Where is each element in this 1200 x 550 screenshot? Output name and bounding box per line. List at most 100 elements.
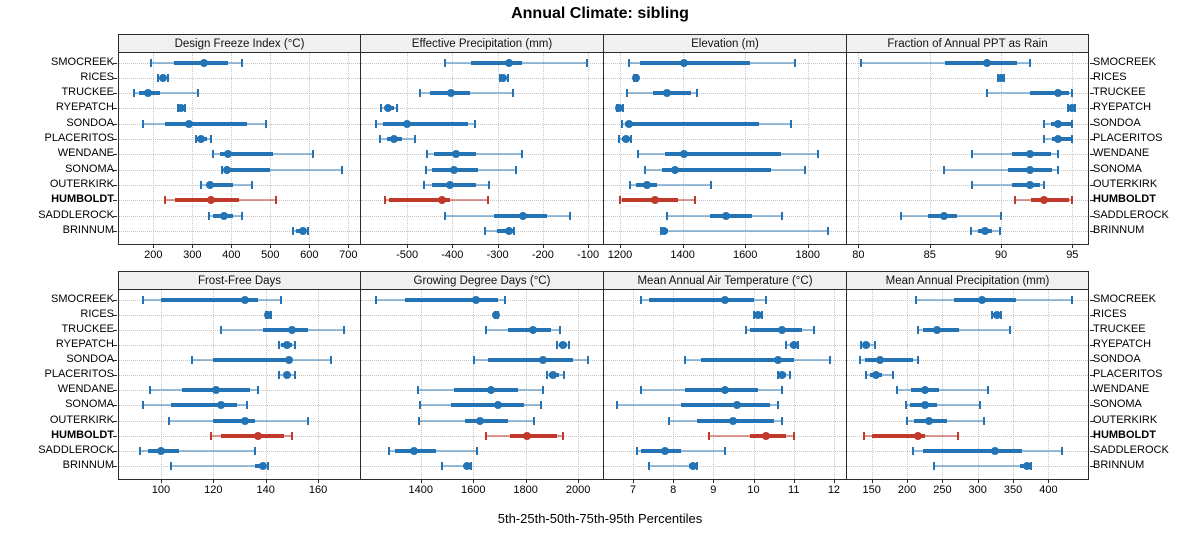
x-tick [588, 244, 590, 248]
x-tick [942, 479, 944, 483]
whisker-cap [904, 401, 907, 410]
median-dot [471, 295, 480, 304]
whisker-cap [917, 325, 920, 334]
whisker-cap [987, 386, 990, 395]
median-dot [997, 73, 1005, 82]
x-gridline [871, 290, 873, 479]
whisker-cap [484, 325, 487, 334]
y-tick [1090, 154, 1094, 156]
whisker-5-95 [221, 168, 343, 171]
whisker-cap [639, 386, 642, 395]
x-tick-label: 90 [994, 249, 1008, 261]
whisker-cap [618, 135, 621, 144]
iqr-bar-25-75 [220, 152, 274, 157]
whisker-cap [208, 211, 211, 220]
median-dot [924, 416, 933, 425]
site-label-humboldt: HUMBOLDT [51, 193, 114, 206]
row-gridline [119, 77, 360, 79]
x-tick [858, 244, 860, 248]
median-dot [447, 89, 456, 98]
row-gridline [361, 185, 603, 187]
median-dot [211, 386, 220, 395]
whisker-cap [932, 462, 935, 470]
median-dot [219, 211, 228, 220]
whisker-cap [586, 58, 589, 67]
whisker-cap [956, 431, 959, 440]
row-gridline [119, 62, 360, 64]
row-gridline [847, 215, 1088, 217]
whisker-5-95 [905, 404, 980, 407]
site-label-sondoa: SONDOA [1093, 353, 1141, 366]
x-tick-label: 100 [151, 484, 171, 496]
whisker-cap [563, 371, 566, 380]
whisker-cap [383, 196, 386, 205]
y-tick [113, 314, 117, 316]
median-dot [445, 181, 454, 190]
iqr-bar-25-75 [661, 167, 772, 172]
whisker-cap [816, 150, 819, 159]
row-gridline [847, 169, 1088, 171]
y-tick [113, 375, 117, 377]
median-dot [729, 416, 738, 425]
median-dot [920, 401, 929, 410]
whisker-cap [241, 211, 244, 220]
whisker-cap [983, 416, 986, 425]
whisker-cap [1014, 196, 1017, 205]
iqr-bar-25-75 [464, 418, 508, 423]
x-tick-label: 250 [933, 484, 952, 496]
y-tick [113, 329, 117, 331]
site-label-saddlerock: SADDLEROCK [38, 443, 114, 456]
median-dot [621, 135, 630, 144]
whisker-cap [776, 371, 779, 380]
site-label-wendane: WENDANE [1093, 147, 1150, 160]
site-label-sonoma: SONOMA [65, 398, 114, 411]
y-tick [113, 123, 117, 125]
y-tick [1090, 314, 1094, 316]
whisker-cap [784, 340, 787, 349]
x-gridline [793, 290, 795, 479]
row-gridline [119, 215, 360, 217]
x-tick-label: 12 [827, 484, 841, 496]
x-tick [871, 479, 873, 483]
iqr-bar-25-75 [213, 358, 292, 363]
y-tick [113, 390, 117, 392]
whisker-cap [990, 310, 993, 319]
median-dot [660, 227, 669, 235]
iqr-bar-25-75 [922, 448, 1022, 453]
median-dot [282, 371, 291, 380]
median-dot [390, 135, 399, 144]
whisker-cap [473, 119, 476, 128]
row-gridline [847, 405, 1088, 407]
strip-title: Growing Degree Days (°C) [413, 275, 551, 287]
row-gridline [119, 344, 360, 346]
median-dot [625, 119, 634, 128]
whisker-cap [199, 181, 202, 190]
whisker-cap [256, 386, 259, 395]
y-tick [113, 435, 117, 437]
iqr-bar-25-75 [865, 358, 913, 363]
whisker-cap [803, 165, 806, 174]
iqr-bar-25-75 [174, 198, 240, 203]
whisker-cap [896, 386, 899, 395]
x-gridline [1001, 53, 1002, 244]
whisker-cap [293, 371, 296, 380]
x-tick [833, 479, 835, 483]
whisker-cap [473, 356, 475, 365]
y-tick [1090, 77, 1094, 79]
y-tick [113, 360, 117, 362]
median-dot [721, 386, 730, 395]
whisker-cap [191, 356, 194, 365]
panel-strip: Growing Degree Days (°C) [361, 272, 603, 290]
panel-plot: -500 -400 -300 -200 -100 [361, 53, 603, 261]
row-gridline [119, 93, 360, 95]
row-gridline [847, 375, 1088, 377]
panel-effective-precipitation-mm: Effective Precipitation (mm) -500 -400 -300… [360, 34, 604, 261]
row-gridline [119, 108, 360, 110]
site-label-sonoma: SONOMA [1093, 162, 1142, 175]
row-gridline [119, 375, 360, 377]
x-tick-label: 1400 [670, 249, 695, 261]
whisker-cap [998, 227, 1001, 235]
row-gridline [361, 435, 603, 437]
median-dot [205, 181, 214, 190]
whisker-cap [280, 295, 283, 304]
